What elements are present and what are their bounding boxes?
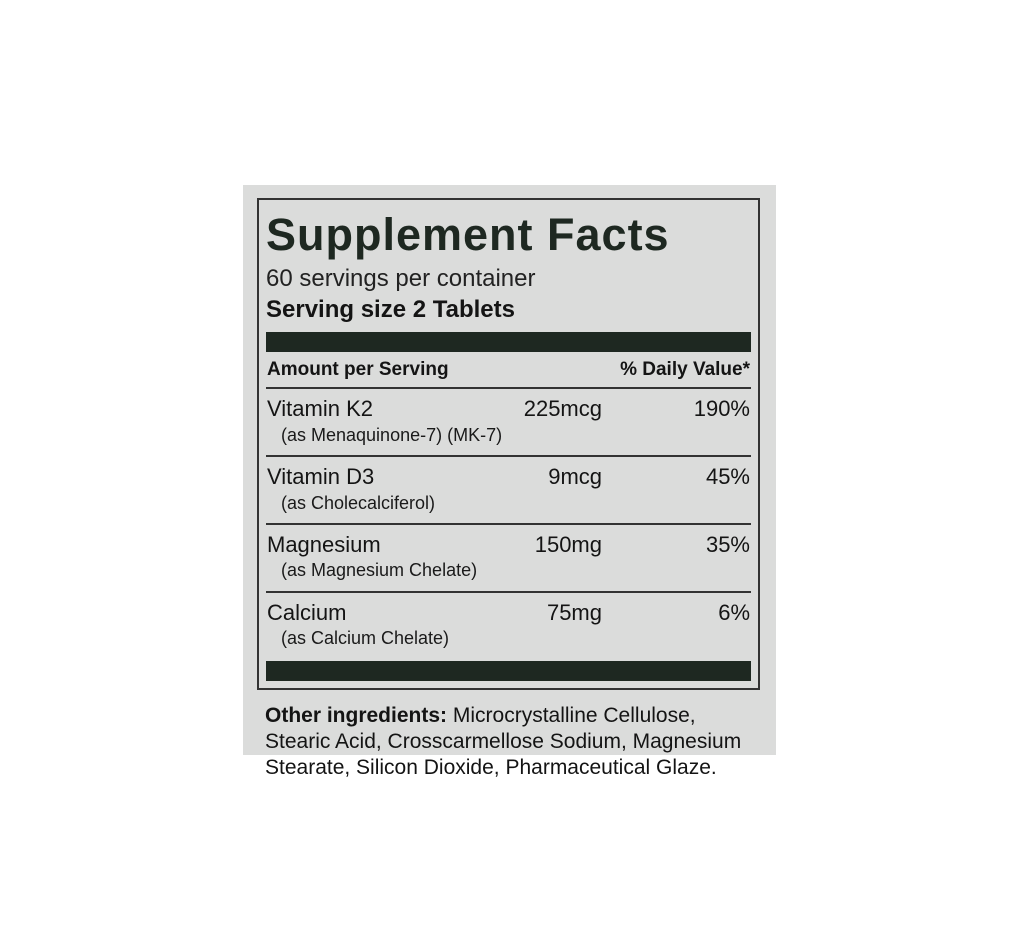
nutrient-row-main: Calcium 75mg 6% (267, 600, 750, 625)
nutrient-amount: 225mcg (523, 396, 602, 422)
nutrient-row-magnesium: Magnesium 150mg 35% (as Magnesium Chelat… (266, 525, 751, 593)
supplement-label-panel: Supplement Facts 60 servings per contain… (243, 185, 776, 779)
nutrient-daily-value: 6% (718, 600, 750, 625)
divider-bar-top (266, 332, 751, 353)
supplement-facts-title: Supplement Facts (266, 209, 670, 260)
other-ingredients: Other ingredients: Microcrystalline Cell… (265, 703, 757, 780)
nutrient-daily-value: 45% (705, 464, 750, 490)
amount-per-serving-header: Amount per Serving (267, 359, 449, 381)
serving-size: Serving size 2 Tablets (266, 295, 515, 323)
nutrient-name: Vitamin K2 (267, 396, 373, 422)
divider-bar-bottom (266, 660, 751, 681)
daily-value-header: % Daily Value* (620, 359, 750, 381)
nutrient-daily-value: 190% (693, 396, 750, 422)
nutrient-row-main: Vitamin K2 225mcg 190% (267, 396, 750, 421)
nutrient-row-main: Magnesium 150mg 35% (267, 532, 750, 557)
nutrient-detail: (as Magnesium Chelate) (281, 560, 478, 581)
nutrient-amount: 150mg (534, 532, 602, 558)
nutrient-daily-value: 35% (705, 532, 750, 558)
nutrient-detail: (as Cholecalciferol) (281, 492, 436, 513)
nutrient-row-vitamin-k2: Vitamin K2 225mcg 190% (as Menaquinone-7… (266, 389, 751, 458)
nutrient-name: Vitamin D3 (267, 464, 375, 490)
column-header-row: Amount per Serving % Daily Value* (266, 352, 751, 387)
nutrient-rows: Vitamin K2 225mcg 190% (as Menaquinone-7… (266, 387, 751, 659)
other-ingredients-text: Microcrystalline Cellulose, Stearic Acid… (265, 703, 742, 779)
nutrient-amount: 75mg (546, 600, 602, 625)
nutrient-row-calcium: Calcium 75mg 6% (as Calcium Chelate) (266, 593, 751, 659)
supplement-facts-box: Supplement Facts 60 servings per contain… (257, 198, 760, 690)
nutrient-detail: (as Menaquinone-7) (MK-7) (281, 424, 503, 445)
nutrient-name: Magnesium (267, 532, 381, 558)
servings-per-container: 60 servings per container (266, 264, 536, 292)
nutrient-amount: 9mcg (548, 464, 602, 490)
nutrient-row-main: Vitamin D3 9mcg 45% (267, 464, 750, 489)
nutrient-detail: (as Calcium Chelate) (281, 628, 450, 649)
nutrient-row-vitamin-d3: Vitamin D3 9mcg 45% (as Cholecalciferol) (266, 457, 751, 526)
nutrient-name: Calcium (267, 600, 347, 625)
other-ingredients-label: Other ingredients: (265, 703, 448, 727)
